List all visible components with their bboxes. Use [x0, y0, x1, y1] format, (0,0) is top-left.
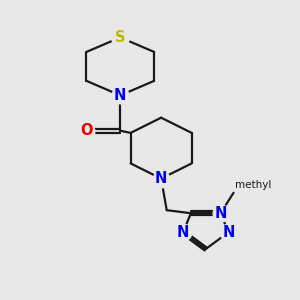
Text: N: N — [222, 225, 235, 240]
Text: N: N — [114, 88, 127, 103]
Text: S: S — [115, 30, 125, 45]
Text: O: O — [80, 123, 92, 138]
Text: N: N — [177, 225, 189, 240]
Text: N: N — [155, 171, 167, 186]
Text: methyl: methyl — [236, 180, 272, 190]
Text: N: N — [214, 206, 227, 221]
